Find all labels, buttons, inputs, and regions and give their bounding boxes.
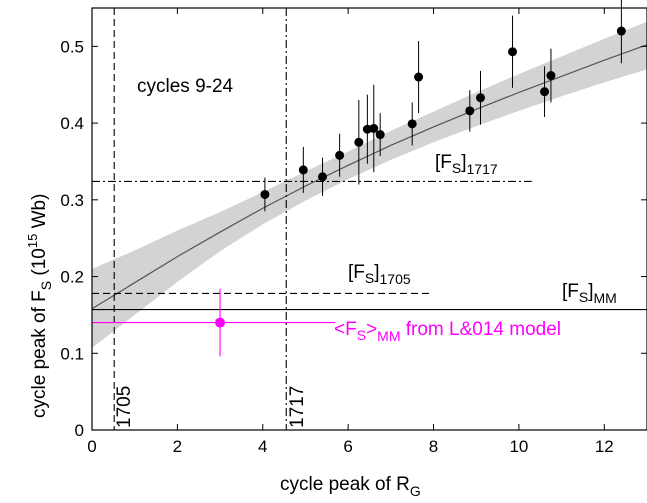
data-point-8: [407, 119, 417, 129]
data-point-1: [298, 165, 308, 175]
fs-1705-label: [FS]1705: [348, 262, 411, 287]
x-tick-label-6: 6: [343, 437, 352, 456]
data-point-9: [414, 72, 424, 82]
data-point-11: [476, 93, 485, 103]
data-point-13: [540, 87, 550, 97]
fs-mm-label: [FS]MM: [562, 281, 617, 306]
y-tick-label-0: 0: [75, 421, 84, 440]
x-axis-label: cycle peak of RG: [280, 474, 421, 499]
data-point-2: [318, 172, 328, 182]
confidence-band: [92, 21, 647, 348]
y-tick-label-2: 0.2: [60, 268, 84, 287]
plot-layer: 0 2 4 6 8 10 12 0 0.1 0.2 0.3 0.4 0.5: [60, 0, 647, 456]
data-point-12: [508, 47, 518, 57]
label-1705: 1705: [114, 386, 135, 428]
fit-curve: [91, 44, 647, 310]
data-point-10: [465, 106, 475, 116]
x-tick-label-8: 8: [429, 437, 438, 456]
data-point-14: [546, 71, 556, 81]
data-point-6: [369, 123, 379, 133]
y-axis-label: cycle peak of FS (1015 Wb): [25, 194, 54, 418]
y-tick-label-3: 0.3: [60, 191, 84, 210]
data-point-4: [354, 137, 364, 147]
model-point: [215, 317, 226, 328]
fs-1717-label: [FS]1717: [435, 152, 498, 177]
x-tick-label-10: 10: [509, 437, 528, 456]
data-point-0: [260, 189, 270, 199]
data-point-7: [375, 130, 385, 140]
x-tick-label-0: 0: [87, 437, 96, 456]
x-tick-label-2: 2: [173, 437, 182, 456]
x-tick-label-12: 12: [595, 437, 614, 456]
magenta-model-label: <FS>MM from L&014 model: [334, 319, 561, 344]
data-point-15: [616, 26, 626, 36]
data-point-3: [335, 150, 345, 160]
y-tick-label-5: 0.5: [60, 37, 84, 56]
y-tick-label-1: 0.1: [60, 344, 84, 363]
label-1717: 1717: [287, 386, 308, 428]
cycles-annotation: cycles 9-24: [137, 76, 234, 97]
y-tick-label-4: 0.4: [60, 114, 84, 133]
x-tick-label-4: 4: [258, 437, 267, 456]
plot-frame: [91, 7, 647, 431]
